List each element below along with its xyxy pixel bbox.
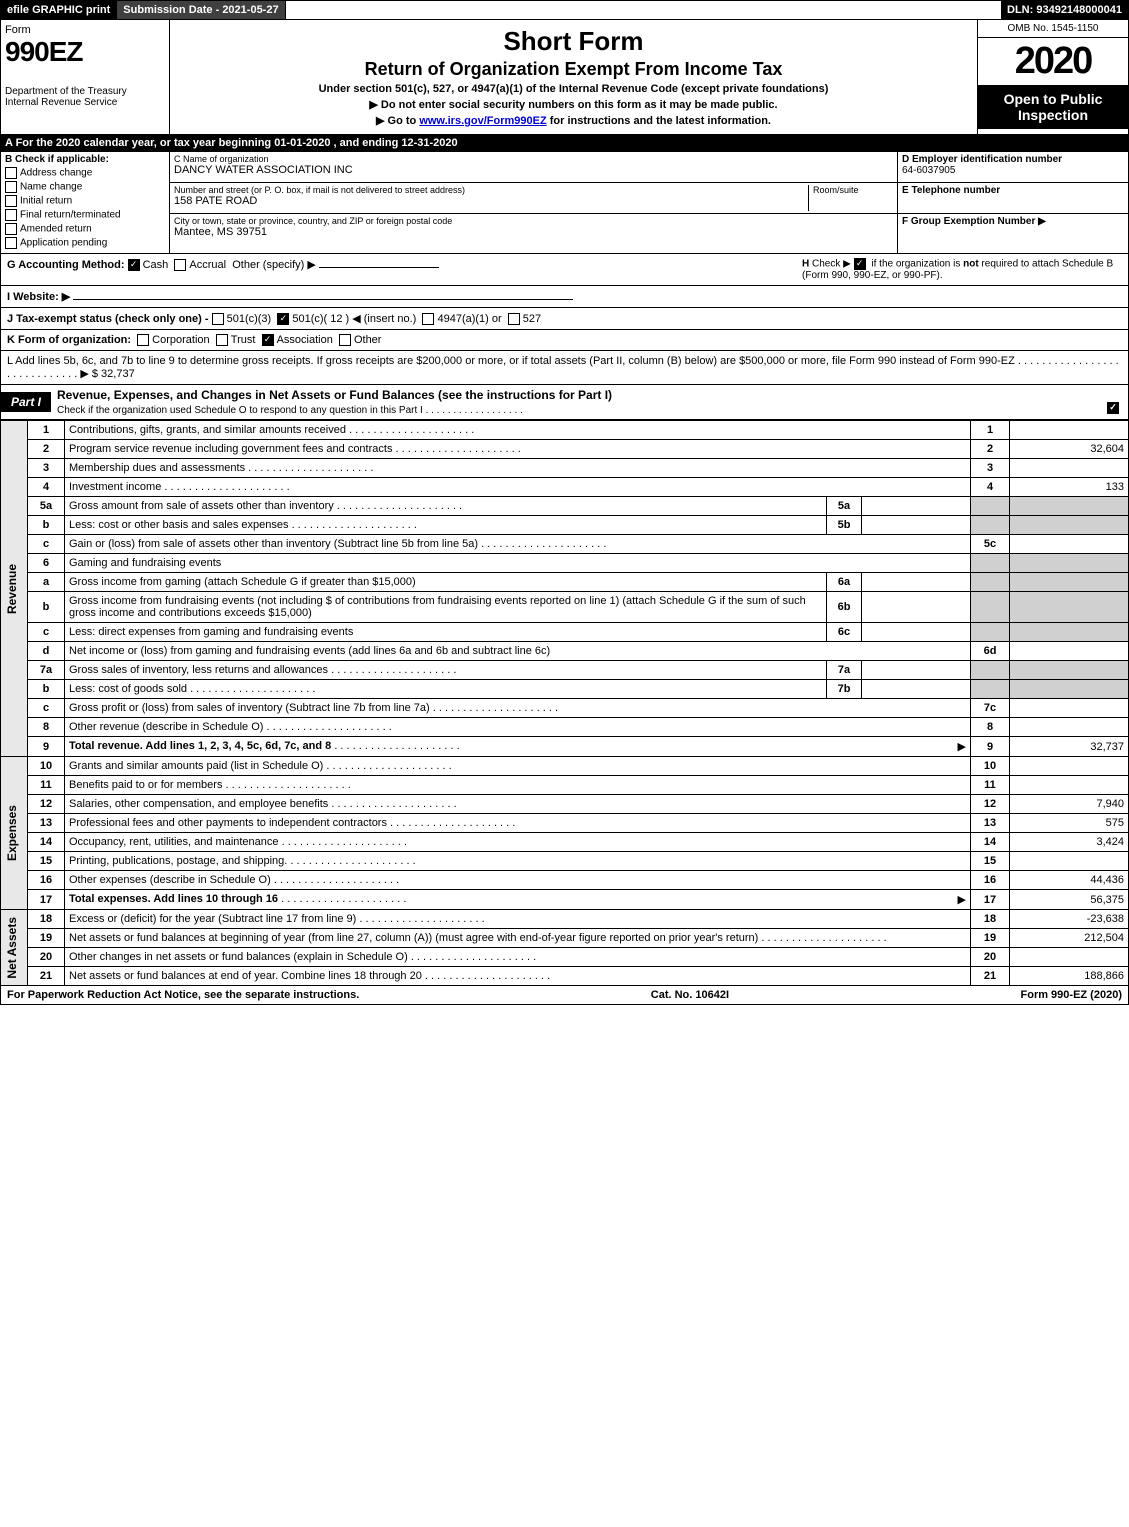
- h-schedule-b: H Check ▶ ✓ if the organization is not r…: [802, 258, 1122, 281]
- form-word: Form: [5, 24, 165, 36]
- phone-label: E Telephone number: [902, 185, 1124, 196]
- part1-tab: Part I: [1, 392, 51, 412]
- goto-line: ▶ Go to www.irs.gov/Form990EZ for instru…: [174, 114, 973, 127]
- amended-return-checkbox[interactable]: [5, 223, 17, 235]
- section-c: C Name of organization DANCY WATER ASSOC…: [170, 152, 898, 253]
- line6d-amount: [1010, 642, 1129, 661]
- gross-receipts-row: L Add lines 5b, 6c, and 7b to line 9 to …: [0, 351, 1129, 385]
- line7a-amount: [862, 661, 971, 680]
- line11-amount: [1010, 776, 1129, 795]
- accounting-method: G Accounting Method: ✓Cash Accrual Other…: [7, 258, 439, 281]
- entity-block: B Check if applicable: Address change Na…: [0, 152, 1129, 254]
- street-label: Number and street (or P. O. box, if mail…: [174, 185, 808, 195]
- 501c3-checkbox[interactable]: [212, 313, 224, 325]
- line4-amount: 133: [1010, 478, 1129, 497]
- line1-amount: [1010, 421, 1129, 440]
- page-footer: For Paperwork Reduction Act Notice, see …: [0, 986, 1129, 1005]
- subtitle: Under section 501(c), 527, or 4947(a)(1)…: [174, 83, 973, 95]
- initial-return-checkbox[interactable]: [5, 195, 17, 207]
- part1-header: Part I Revenue, Expenses, and Changes in…: [0, 385, 1129, 420]
- line7b-amount: [862, 680, 971, 699]
- efile-print-button[interactable]: efile GRAPHIC print: [1, 1, 117, 19]
- line6c-amount: [862, 623, 971, 642]
- omb-number: OMB No. 1545-1150: [978, 20, 1128, 38]
- line20-amount: [1010, 948, 1129, 967]
- org-name: DANCY WATER ASSOCIATION INC: [174, 164, 893, 176]
- form-id-footer: Form 990-EZ (2020): [1021, 989, 1122, 1001]
- line12-amount: 7,940: [1010, 795, 1129, 814]
- line17-amount: 56,375: [1010, 890, 1129, 910]
- form-header: Form 990EZ Department of the Treasury In…: [0, 20, 1129, 135]
- group-exemption-label: F Group Exemption Number ▶: [902, 216, 1124, 227]
- 527-checkbox[interactable]: [508, 313, 520, 325]
- expenses-side-label: Expenses: [5, 805, 19, 861]
- name-change-checkbox[interactable]: [5, 181, 17, 193]
- section-def: D Employer identification number 64-6037…: [898, 152, 1128, 253]
- ein-label: D Employer identification number: [902, 154, 1124, 165]
- org-name-label: C Name of organization: [174, 154, 893, 164]
- irs-link[interactable]: www.irs.gov/Form990EZ: [419, 115, 546, 127]
- top-bar: efile GRAPHIC print Submission Date - 20…: [0, 0, 1129, 20]
- corp-checkbox[interactable]: [137, 334, 149, 346]
- line9-amount: 32,737: [1010, 737, 1129, 757]
- line13-amount: 575: [1010, 814, 1129, 833]
- line5b-amount: [862, 516, 971, 535]
- paperwork-notice: For Paperwork Reduction Act Notice, see …: [7, 989, 359, 1001]
- other-org-checkbox[interactable]: [339, 334, 351, 346]
- revenue-side-label: Revenue: [5, 564, 19, 614]
- line16-amount: 44,436: [1010, 871, 1129, 890]
- line8-amount: [1010, 718, 1129, 737]
- netassets-side-label: Net Assets: [5, 917, 19, 979]
- website-row: I Website: ▶: [0, 286, 1129, 308]
- line2-amount: 32,604: [1010, 440, 1129, 459]
- dept-treasury: Department of the Treasury: [5, 86, 165, 97]
- part1-table: Revenue 1 Contributions, gifts, grants, …: [0, 420, 1129, 986]
- line7c-amount: [1010, 699, 1129, 718]
- line21-amount: 188,866: [1010, 967, 1129, 986]
- line5c-amount: [1010, 535, 1129, 554]
- street: 158 PATE ROAD: [174, 195, 808, 207]
- trust-checkbox[interactable]: [216, 334, 228, 346]
- cat-no: Cat. No. 10642I: [651, 989, 729, 1001]
- section-b-title: B Check if applicable:: [5, 154, 165, 165]
- accrual-checkbox[interactable]: [174, 259, 186, 271]
- line3-amount: [1010, 459, 1129, 478]
- city: Mantee, MS 39751: [174, 226, 893, 238]
- calendar-year-row: A For the 2020 calendar year, or tax yea…: [0, 135, 1129, 152]
- 501c-checkbox[interactable]: ✓: [277, 313, 289, 325]
- assoc-checkbox[interactable]: ✓: [262, 334, 274, 346]
- final-return-checkbox[interactable]: [5, 209, 17, 221]
- submission-date: Submission Date - 2021-05-27: [117, 1, 285, 19]
- line5a-amount: [862, 497, 971, 516]
- city-label: City or town, state or province, country…: [174, 216, 893, 226]
- tax-exempt-row: J Tax-exempt status (check only one) - 5…: [0, 308, 1129, 330]
- schedule-b-checkbox[interactable]: ✓: [854, 258, 866, 270]
- tax-year: 2020: [978, 38, 1128, 85]
- open-public-badge: Open to Public Inspection: [978, 85, 1128, 129]
- short-form-title: Short Form: [174, 26, 973, 57]
- line18-amount: -23,638: [1010, 910, 1129, 929]
- 4947-checkbox[interactable]: [422, 313, 434, 325]
- room-suite-label: Room/suite: [808, 185, 893, 211]
- line15-amount: [1010, 852, 1129, 871]
- line14-amount: 3,424: [1010, 833, 1129, 852]
- line6a-amount: [862, 573, 971, 592]
- schedule-o-checkbox[interactable]: ✓: [1107, 402, 1119, 414]
- cash-checkbox[interactable]: ✓: [128, 259, 140, 271]
- irs-label: Internal Revenue Service: [5, 97, 165, 108]
- line6b-amount: [862, 592, 971, 623]
- form-of-org-row: K Form of organization: Corporation Trus…: [0, 330, 1129, 351]
- addr-change-checkbox[interactable]: [5, 167, 17, 179]
- ssn-warning: ▶ Do not enter social security numbers o…: [174, 98, 973, 111]
- dln-label: DLN: 93492148000041: [1001, 1, 1128, 19]
- line10-amount: [1010, 757, 1129, 776]
- return-title: Return of Organization Exempt From Incom…: [174, 59, 973, 80]
- ein: 64-6037905: [902, 165, 1124, 176]
- g-h-row: G Accounting Method: ✓Cash Accrual Other…: [0, 254, 1129, 286]
- section-b: B Check if applicable: Address change Na…: [1, 152, 170, 253]
- form-number: 990EZ: [5, 36, 165, 68]
- app-pending-checkbox[interactable]: [5, 237, 17, 249]
- line19-amount: 212,504: [1010, 929, 1129, 948]
- part1-title: Revenue, Expenses, and Changes in Net As…: [51, 385, 1128, 419]
